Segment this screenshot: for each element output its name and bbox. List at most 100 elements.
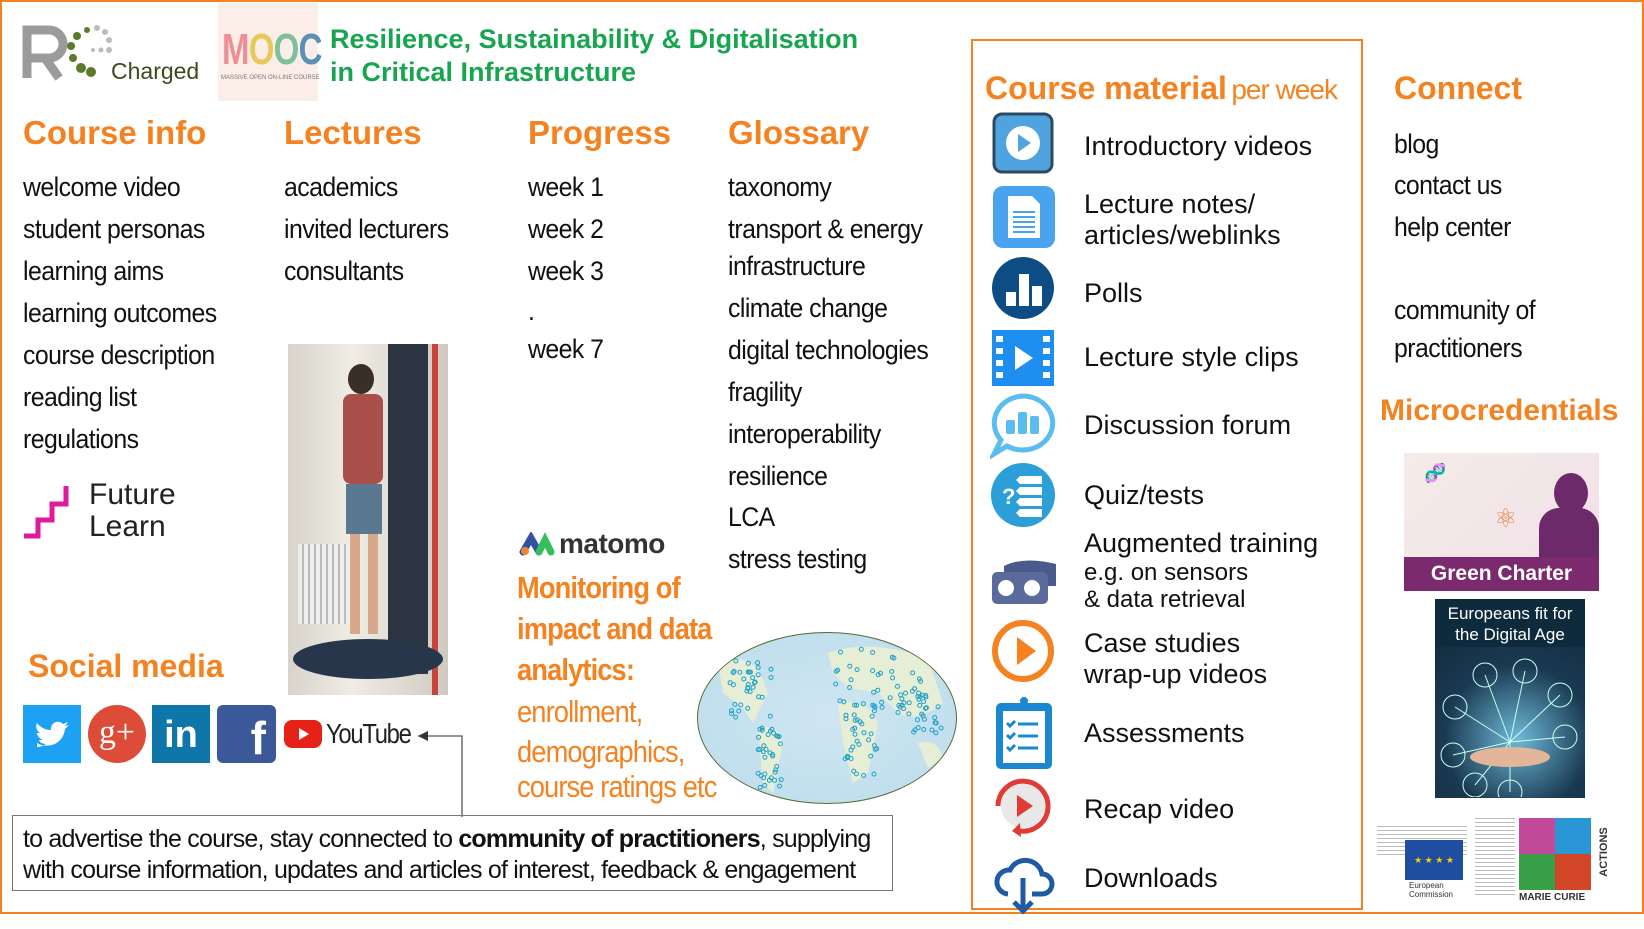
glossary-item[interactable]: LCA — [728, 502, 775, 532]
marie-curie-actions-logo: MARIE CURIE ACTIONS — [1519, 818, 1611, 904]
course-material-label: Lecture notes/ — [1084, 189, 1256, 219]
mca-label: MARIE CURIE — [1519, 892, 1586, 903]
recharged-logo: Charged — [21, 22, 211, 84]
linkedin-icon[interactable]: in — [152, 705, 210, 763]
clipboard-checklist-icon — [990, 695, 1062, 771]
progress-item[interactable]: week 2 — [528, 214, 604, 244]
futurelearn-logo[interactable]: Future Learn — [21, 478, 196, 543]
progress-item[interactable]: week 3 — [528, 256, 604, 286]
chat-bubble-icon — [987, 392, 1062, 468]
svg-text:?: ? — [1002, 484, 1015, 509]
course-info-item[interactable]: student personas — [23, 214, 205, 244]
youtube-icon — [284, 720, 322, 748]
poll-chart-icon — [990, 256, 1062, 332]
course-material-item[interactable]: Downloads — [1084, 863, 1218, 894]
connector-arrow — [418, 731, 463, 817]
course-title-line-1: Resilience, Sustainability & Digitalisat… — [330, 24, 859, 54]
connect-item[interactable]: community of — [1394, 295, 1536, 325]
course-material-heading: Course material per week — [985, 70, 1338, 107]
european-commission-logo: ★ ★ ★ ★ European Commission — [1377, 815, 1472, 905]
digital-age-badge[interactable]: Europeans fit for the Digital Age — [1435, 599, 1585, 798]
youtube-link[interactable]: YouTube — [284, 718, 412, 752]
social-media-heading: Social media — [28, 648, 224, 684]
glossary-item[interactable]: stress testing — [728, 544, 867, 574]
course-material-item[interactable]: Lecture notes/articles/weblinks — [1084, 189, 1281, 251]
glossary-heading: Glossary — [728, 114, 870, 151]
microcredentials-heading: Microcredentials — [1380, 394, 1619, 427]
facebook-icon[interactable]: f — [217, 705, 276, 764]
course-material-label: Discussion forum — [1084, 410, 1292, 440]
course-material-item[interactable]: Lecture style clips — [1084, 342, 1299, 373]
connect-item[interactable]: help center — [1394, 212, 1511, 242]
note-text-2: , supplying with course information, upd… — [23, 825, 871, 884]
twitter-icon[interactable] — [23, 705, 81, 763]
course-material-item[interactable]: Quiz/tests — [1084, 480, 1204, 511]
glossary-item[interactable]: transport & energy — [728, 214, 923, 244]
course-material-item[interactable]: Discussion forum — [1084, 410, 1291, 441]
analytics-line: demographics, — [517, 734, 685, 769]
connect-heading: Connect — [1394, 70, 1522, 106]
connect-item[interactable]: blog — [1394, 129, 1439, 159]
course-material-label: & data retrieval — [1084, 586, 1246, 613]
note-bold: community of practitioners — [458, 825, 760, 853]
course-info-item[interactable]: regulations — [23, 424, 139, 454]
course-info-item[interactable]: welcome video — [23, 172, 181, 202]
connect-item[interactable]: contact us — [1394, 170, 1502, 200]
cloud-download-icon — [990, 848, 1062, 924]
vr-treadmill-photo — [288, 344, 448, 695]
document-icon — [990, 184, 1062, 260]
glossary-item[interactable]: digital technologies — [728, 335, 929, 365]
green-charter-label: Green Charter — [1404, 557, 1599, 591]
glossary-item[interactable]: climate change — [728, 293, 888, 323]
course-material-label: Assessments — [1084, 718, 1245, 748]
course-material-label: e.g. on sensors — [1084, 559, 1249, 586]
course-material-label: wrap-up videos — [1084, 659, 1268, 689]
course-material-label: Polls — [1084, 278, 1143, 308]
lectures-item[interactable]: academics — [284, 172, 398, 202]
course-material-item[interactable]: Recap video — [1084, 794, 1234, 825]
progress-item[interactable]: week 7 — [528, 334, 604, 364]
course-material-item[interactable]: Assessments — [1084, 718, 1245, 749]
analytics-heading-line: Monitoring of — [517, 570, 681, 605]
course-material-label: Quiz/tests — [1084, 480, 1205, 510]
progress-heading: Progress — [528, 114, 672, 151]
youtube-label: YouTube — [326, 718, 412, 749]
social-media-note: to advertise the course, stay connected … — [12, 815, 893, 891]
course-info-item[interactable]: learning outcomes — [23, 298, 217, 328]
course-material-item[interactable]: Augmented training e.g. on sensors & data … — [1084, 528, 1318, 613]
course-material-item[interactable]: Polls — [1084, 278, 1143, 309]
course-material-title: Course material — [985, 70, 1227, 106]
connect-item[interactable]: practitioners — [1394, 333, 1523, 363]
lectures-item[interactable]: consultants — [284, 256, 404, 286]
matomo-logo: matomo — [519, 528, 689, 560]
green-charter-badge[interactable]: ⚛ 🧬 Green Charter — [1404, 453, 1599, 591]
glossary-item[interactable]: infrastructure — [728, 251, 866, 281]
mooc-logo: MOOC MASSIVE OPEN ON-LINE COURSE — [218, 3, 322, 101]
progress-item[interactable]: . — [528, 296, 535, 326]
google-plus-icon[interactable]: g+ — [88, 705, 146, 763]
course-info-item[interactable]: reading list — [23, 382, 137, 412]
progress-item[interactable]: week 1 — [528, 172, 604, 202]
course-material-label: articles/weblinks — [1084, 220, 1281, 250]
note-text: to advertise the course, stay connected … — [23, 825, 459, 853]
glossary-item[interactable]: interoperability — [728, 419, 881, 449]
ec-line1: European — [1409, 881, 1444, 890]
lectures-item[interactable]: invited lecturers — [284, 214, 449, 244]
course-material-item[interactable]: Case studies wrap-up videos — [1084, 628, 1267, 690]
quiz-icon: ? — [990, 462, 1062, 538]
course-material-label: Case studies — [1084, 628, 1241, 658]
ec-building-graphic — [1475, 815, 1515, 895]
course-info-item[interactable]: learning aims — [23, 256, 164, 286]
glossary-item[interactable]: taxonomy — [728, 172, 832, 202]
mooc-subtitle: MASSIVE OPEN ON-LINE COURSE — [221, 75, 320, 81]
glossary-item[interactable]: fragility — [728, 377, 802, 407]
course-info-item[interactable]: course description — [23, 340, 215, 370]
digital-age-label: Europeans fit for the Digital Age — [1435, 599, 1585, 647]
analytics-heading-line: impact and data — [517, 611, 712, 646]
glossary-item[interactable]: resilience — [728, 461, 828, 491]
course-material-item[interactable]: Introductory videos — [1084, 131, 1312, 162]
course-material-suffix: per week — [1231, 74, 1338, 105]
lectures-heading: Lectures — [284, 114, 422, 151]
video-play-icon — [990, 112, 1062, 188]
